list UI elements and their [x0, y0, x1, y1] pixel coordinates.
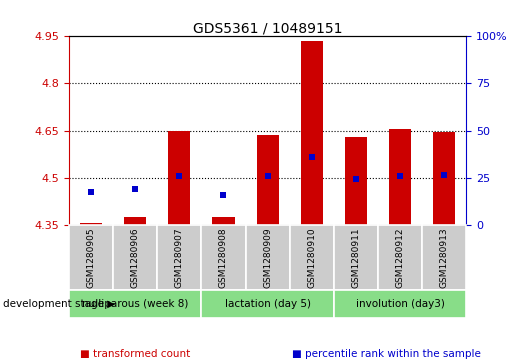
Bar — [201, 225, 245, 290]
Bar — [113, 225, 157, 290]
Text: GSM1280913: GSM1280913 — [440, 227, 449, 288]
Bar — [257, 135, 279, 225]
Bar — [434, 132, 455, 225]
Bar — [213, 217, 234, 225]
Bar — [422, 225, 466, 290]
Text: GSM1280907: GSM1280907 — [175, 227, 184, 288]
Bar — [245, 225, 290, 290]
Bar — [334, 225, 378, 290]
Bar — [345, 137, 367, 225]
Bar — [168, 131, 190, 225]
Text: lactation (day 5): lactation (day 5) — [225, 299, 311, 309]
Bar — [80, 224, 102, 225]
Text: involution (day3): involution (day3) — [356, 299, 445, 309]
Text: ■ transformed count: ■ transformed count — [80, 349, 190, 359]
Bar — [389, 129, 411, 225]
Bar — [301, 41, 323, 225]
Bar — [290, 225, 334, 290]
Title: GDS5361 / 10489151: GDS5361 / 10489151 — [193, 21, 342, 35]
Text: GSM1280906: GSM1280906 — [131, 227, 139, 288]
Bar — [334, 290, 466, 318]
Bar — [201, 290, 334, 318]
Text: GSM1280912: GSM1280912 — [396, 228, 404, 288]
Text: nulliparous (week 8): nulliparous (week 8) — [82, 299, 188, 309]
Text: GSM1280911: GSM1280911 — [351, 227, 360, 288]
Text: GSM1280910: GSM1280910 — [307, 227, 316, 288]
Bar — [69, 225, 113, 290]
Text: GSM1280908: GSM1280908 — [219, 227, 228, 288]
Bar — [69, 290, 201, 318]
Text: development stage ▶: development stage ▶ — [3, 299, 115, 309]
Text: GSM1280905: GSM1280905 — [86, 227, 95, 288]
Bar — [378, 225, 422, 290]
Text: GSM1280909: GSM1280909 — [263, 227, 272, 288]
Bar — [124, 217, 146, 225]
Bar — [157, 225, 201, 290]
Text: ■ percentile rank within the sample: ■ percentile rank within the sample — [292, 349, 480, 359]
